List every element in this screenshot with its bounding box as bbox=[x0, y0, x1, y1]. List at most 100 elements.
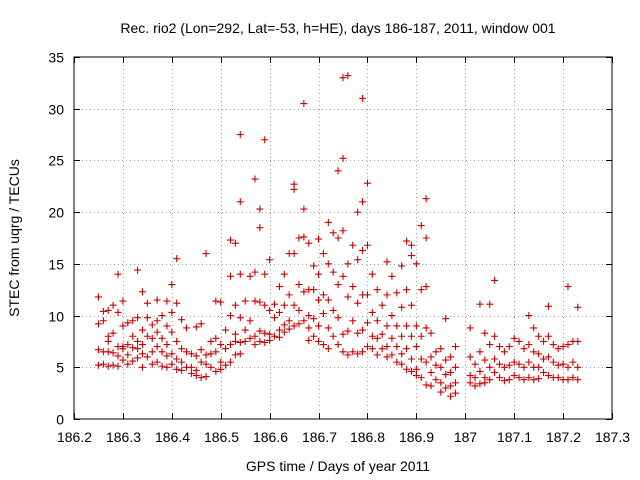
x-tick-label: 187.1 bbox=[497, 429, 532, 445]
data-point bbox=[138, 326, 146, 334]
plot-frame bbox=[73, 56, 613, 420]
data-point bbox=[227, 312, 235, 320]
data-point bbox=[403, 365, 411, 373]
data-point bbox=[315, 235, 323, 243]
data-point bbox=[417, 222, 425, 230]
data-point bbox=[290, 250, 298, 258]
data-point bbox=[437, 363, 445, 371]
data-point bbox=[407, 301, 415, 309]
data-point bbox=[500, 363, 508, 371]
data-point bbox=[383, 258, 391, 266]
data-point bbox=[398, 350, 406, 358]
data-point bbox=[432, 376, 440, 384]
data-point bbox=[329, 332, 337, 340]
data-point bbox=[94, 293, 102, 301]
data-point bbox=[256, 224, 264, 232]
data-point bbox=[437, 345, 445, 353]
data-point bbox=[559, 360, 567, 368]
data-point bbox=[481, 379, 489, 387]
data-point bbox=[138, 288, 146, 296]
data-point bbox=[373, 351, 381, 359]
data-point bbox=[412, 322, 420, 330]
data-point bbox=[104, 348, 112, 356]
data-point bbox=[134, 337, 142, 345]
data-point bbox=[403, 237, 411, 245]
data-point bbox=[99, 307, 107, 315]
data-point bbox=[192, 352, 200, 360]
data-point bbox=[515, 374, 523, 382]
data-point bbox=[447, 353, 455, 361]
data-point bbox=[261, 301, 269, 309]
data-point bbox=[241, 326, 249, 334]
data-point bbox=[138, 363, 146, 371]
data-point bbox=[178, 366, 186, 374]
data-point bbox=[305, 324, 313, 332]
data-point bbox=[407, 241, 415, 249]
data-point bbox=[486, 341, 494, 349]
data-point bbox=[500, 348, 508, 356]
data-point bbox=[544, 353, 552, 361]
data-point bbox=[510, 372, 518, 380]
data-point bbox=[129, 317, 137, 325]
data-point bbox=[173, 355, 181, 363]
data-point bbox=[319, 341, 327, 349]
data-point bbox=[334, 167, 342, 175]
data-point bbox=[114, 362, 122, 370]
data-point bbox=[496, 374, 504, 382]
data-point bbox=[310, 315, 318, 323]
data-point bbox=[407, 252, 415, 260]
data-point bbox=[295, 234, 303, 242]
data-point bbox=[451, 363, 459, 371]
data-point bbox=[256, 337, 264, 345]
data-point bbox=[466, 372, 474, 380]
data-point bbox=[94, 361, 102, 369]
data-point bbox=[266, 306, 274, 314]
data-point bbox=[403, 345, 411, 353]
data-point bbox=[109, 301, 117, 309]
data-point bbox=[407, 355, 415, 363]
data-point bbox=[354, 329, 362, 337]
data-point bbox=[236, 198, 244, 206]
data-point bbox=[349, 317, 357, 325]
data-point bbox=[178, 345, 186, 353]
data-point bbox=[236, 350, 244, 358]
y-tick-label: 10 bbox=[48, 309, 64, 325]
data-point bbox=[510, 334, 518, 342]
x-tick-label: 186.9 bbox=[399, 429, 434, 445]
data-point bbox=[231, 330, 239, 338]
data-point bbox=[310, 332, 318, 340]
data-point bbox=[227, 358, 235, 366]
data-point bbox=[319, 250, 327, 258]
data-point bbox=[344, 72, 352, 80]
x-tick-label: 186.6 bbox=[253, 429, 288, 445]
y-tick-label: 20 bbox=[48, 205, 64, 221]
data-point bbox=[363, 291, 371, 299]
data-point bbox=[447, 392, 455, 400]
axis-ticks: 186.2 186.3 186.4 186.5 186.6 186.7 186.8 186.9… bbox=[48, 50, 630, 446]
data-point bbox=[569, 374, 577, 382]
data-point bbox=[403, 322, 411, 330]
data-point bbox=[217, 298, 225, 306]
data-point bbox=[383, 291, 391, 299]
data-point bbox=[359, 246, 367, 254]
data-point bbox=[549, 341, 557, 349]
data-point bbox=[134, 314, 142, 322]
data-point bbox=[373, 334, 381, 342]
data-point bbox=[241, 337, 249, 345]
data-point bbox=[393, 358, 401, 366]
data-point bbox=[173, 255, 181, 263]
data-point bbox=[544, 302, 552, 310]
data-point bbox=[373, 317, 381, 325]
data-point bbox=[476, 348, 484, 356]
data-point bbox=[251, 332, 259, 340]
y-tick-label: 25 bbox=[48, 153, 64, 169]
data-point bbox=[197, 346, 205, 354]
data-point bbox=[261, 329, 269, 337]
data-point bbox=[138, 341, 146, 349]
data-point bbox=[334, 234, 342, 242]
data-point bbox=[525, 341, 533, 349]
data-point bbox=[334, 281, 342, 289]
data-point bbox=[124, 341, 132, 349]
data-point bbox=[271, 314, 279, 322]
data-point bbox=[412, 343, 420, 351]
